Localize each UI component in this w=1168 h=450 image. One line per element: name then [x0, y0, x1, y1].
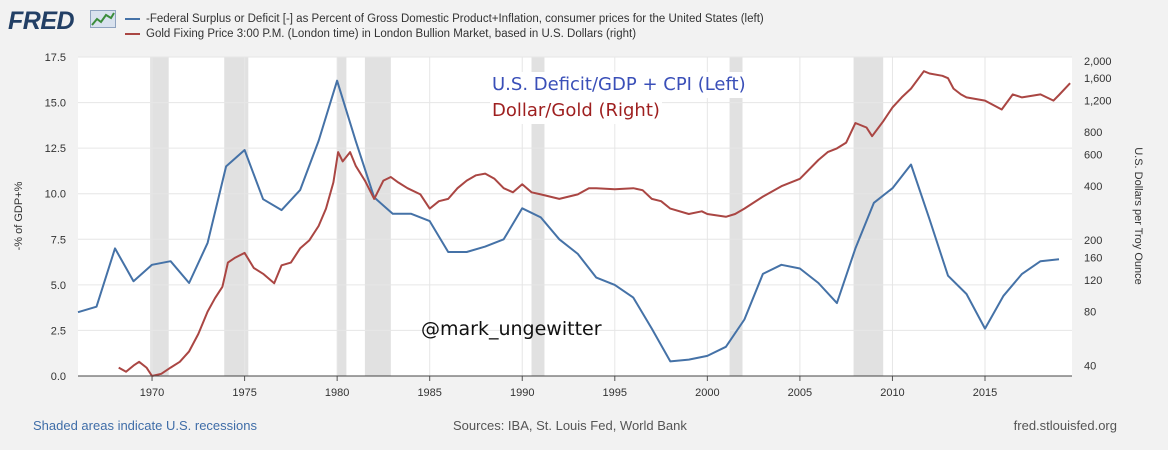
- right-axis-label: U.S. Dollars per Troy Ounce: [1132, 147, 1144, 285]
- x-tick-label: 2010: [880, 387, 904, 399]
- right-tick-label: 400: [1084, 181, 1102, 193]
- series-line-deficit: [77, 79, 1060, 363]
- right-axis-ticks: 40 80 120 160 200 400 600 800 1,200 1,600 2,000: [1084, 56, 1112, 373]
- series-lines: [77, 70, 1071, 377]
- recession-band-2: [337, 57, 347, 376]
- x-tick-label: 1995: [603, 387, 627, 399]
- legend-label-gold: Gold Fixing Price 3:00 P.M. (London time…: [146, 28, 637, 40]
- left-axis-ticks: 0.0 2.5 5.0 7.5 10.0 12.5 15.0 17.5: [45, 52, 66, 383]
- legend-swatch-gold: [125, 32, 140, 35]
- left-tick-label: 7.5: [51, 234, 66, 246]
- series-line-gold: [118, 70, 1071, 377]
- recession-band-3: [364, 57, 391, 376]
- left-axis-label: -% of GDP+%: [13, 181, 25, 250]
- right-tick-label: 200: [1084, 235, 1102, 247]
- fred-logo-chart-icon: [90, 10, 116, 28]
- right-tick-label: 2,000: [1084, 56, 1112, 68]
- gridlines: [78, 56, 1072, 377]
- right-tick-label: 40: [1084, 361, 1096, 373]
- x-tick-label: 1970: [140, 387, 164, 399]
- left-tick-label: 12.5: [45, 143, 66, 155]
- x-tick-label: 1985: [417, 387, 441, 399]
- x-axis-ticks: 1970 1975 1980 1985 1990 1995 2000 2005 2010 2015: [140, 376, 997, 399]
- right-tick-label: 160: [1084, 253, 1102, 265]
- left-tick-label: 0.0: [51, 371, 66, 383]
- right-tick-label: 800: [1084, 127, 1102, 139]
- annotation-gold-label: Dollar/Gold (Right): [490, 98, 662, 124]
- x-tick-label: 1975: [232, 387, 256, 399]
- recession-band-0: [150, 57, 169, 376]
- chart-header: FRED -Federal Surplus or Deficit [-] as …: [0, 0, 1168, 48]
- legend-item-gold[interactable]: Gold Fixing Price 3:00 P.M. (London time…: [125, 28, 636, 40]
- legend-item-deficit[interactable]: -Federal Surplus or Deficit [-] as Perce…: [125, 13, 764, 25]
- right-tick-label: 1,600: [1084, 73, 1112, 85]
- sources-text: Sources: IBA, St. Louis Fed, World Bank: [453, 418, 687, 433]
- left-tick-label: 2.5: [51, 325, 66, 337]
- x-tick-label: 2015: [973, 387, 997, 399]
- legend-label-deficit: -Federal Surplus or Deficit [-] as Perce…: [146, 13, 764, 25]
- left-tick-label: 15.0: [45, 98, 66, 110]
- x-tick-label: 2005: [788, 387, 812, 399]
- left-tick-label: 5.0: [51, 280, 66, 292]
- fred-site-link[interactable]: fred.stlouisfed.org: [1013, 418, 1117, 433]
- x-tick-label: 1980: [325, 387, 349, 399]
- left-tick-label: 10.0: [45, 189, 66, 201]
- x-tick-label: 1990: [510, 387, 534, 399]
- right-tick-label: 80: [1084, 307, 1096, 319]
- recession-note-link[interactable]: Shaded areas indicate U.S. recessions: [33, 418, 258, 433]
- annotation-deficit-label: U.S. Deficit/GDP + CPI (Left): [490, 72, 748, 98]
- right-tick-label: 1,200: [1084, 96, 1112, 108]
- right-tick-label: 120: [1084, 275, 1102, 287]
- recession-band-5: [729, 57, 743, 376]
- left-tick-label: 17.5: [45, 52, 66, 64]
- legend-swatch-deficit: [125, 17, 140, 20]
- chart-footer: Shaded areas indicate U.S. recessions So…: [0, 410, 1168, 450]
- annotation-handle: @mark_ungewitter: [421, 318, 602, 340]
- x-tick-label: 2000: [695, 387, 719, 399]
- fred-logo[interactable]: FRED: [8, 7, 75, 35]
- right-tick-label: 600: [1084, 150, 1102, 162]
